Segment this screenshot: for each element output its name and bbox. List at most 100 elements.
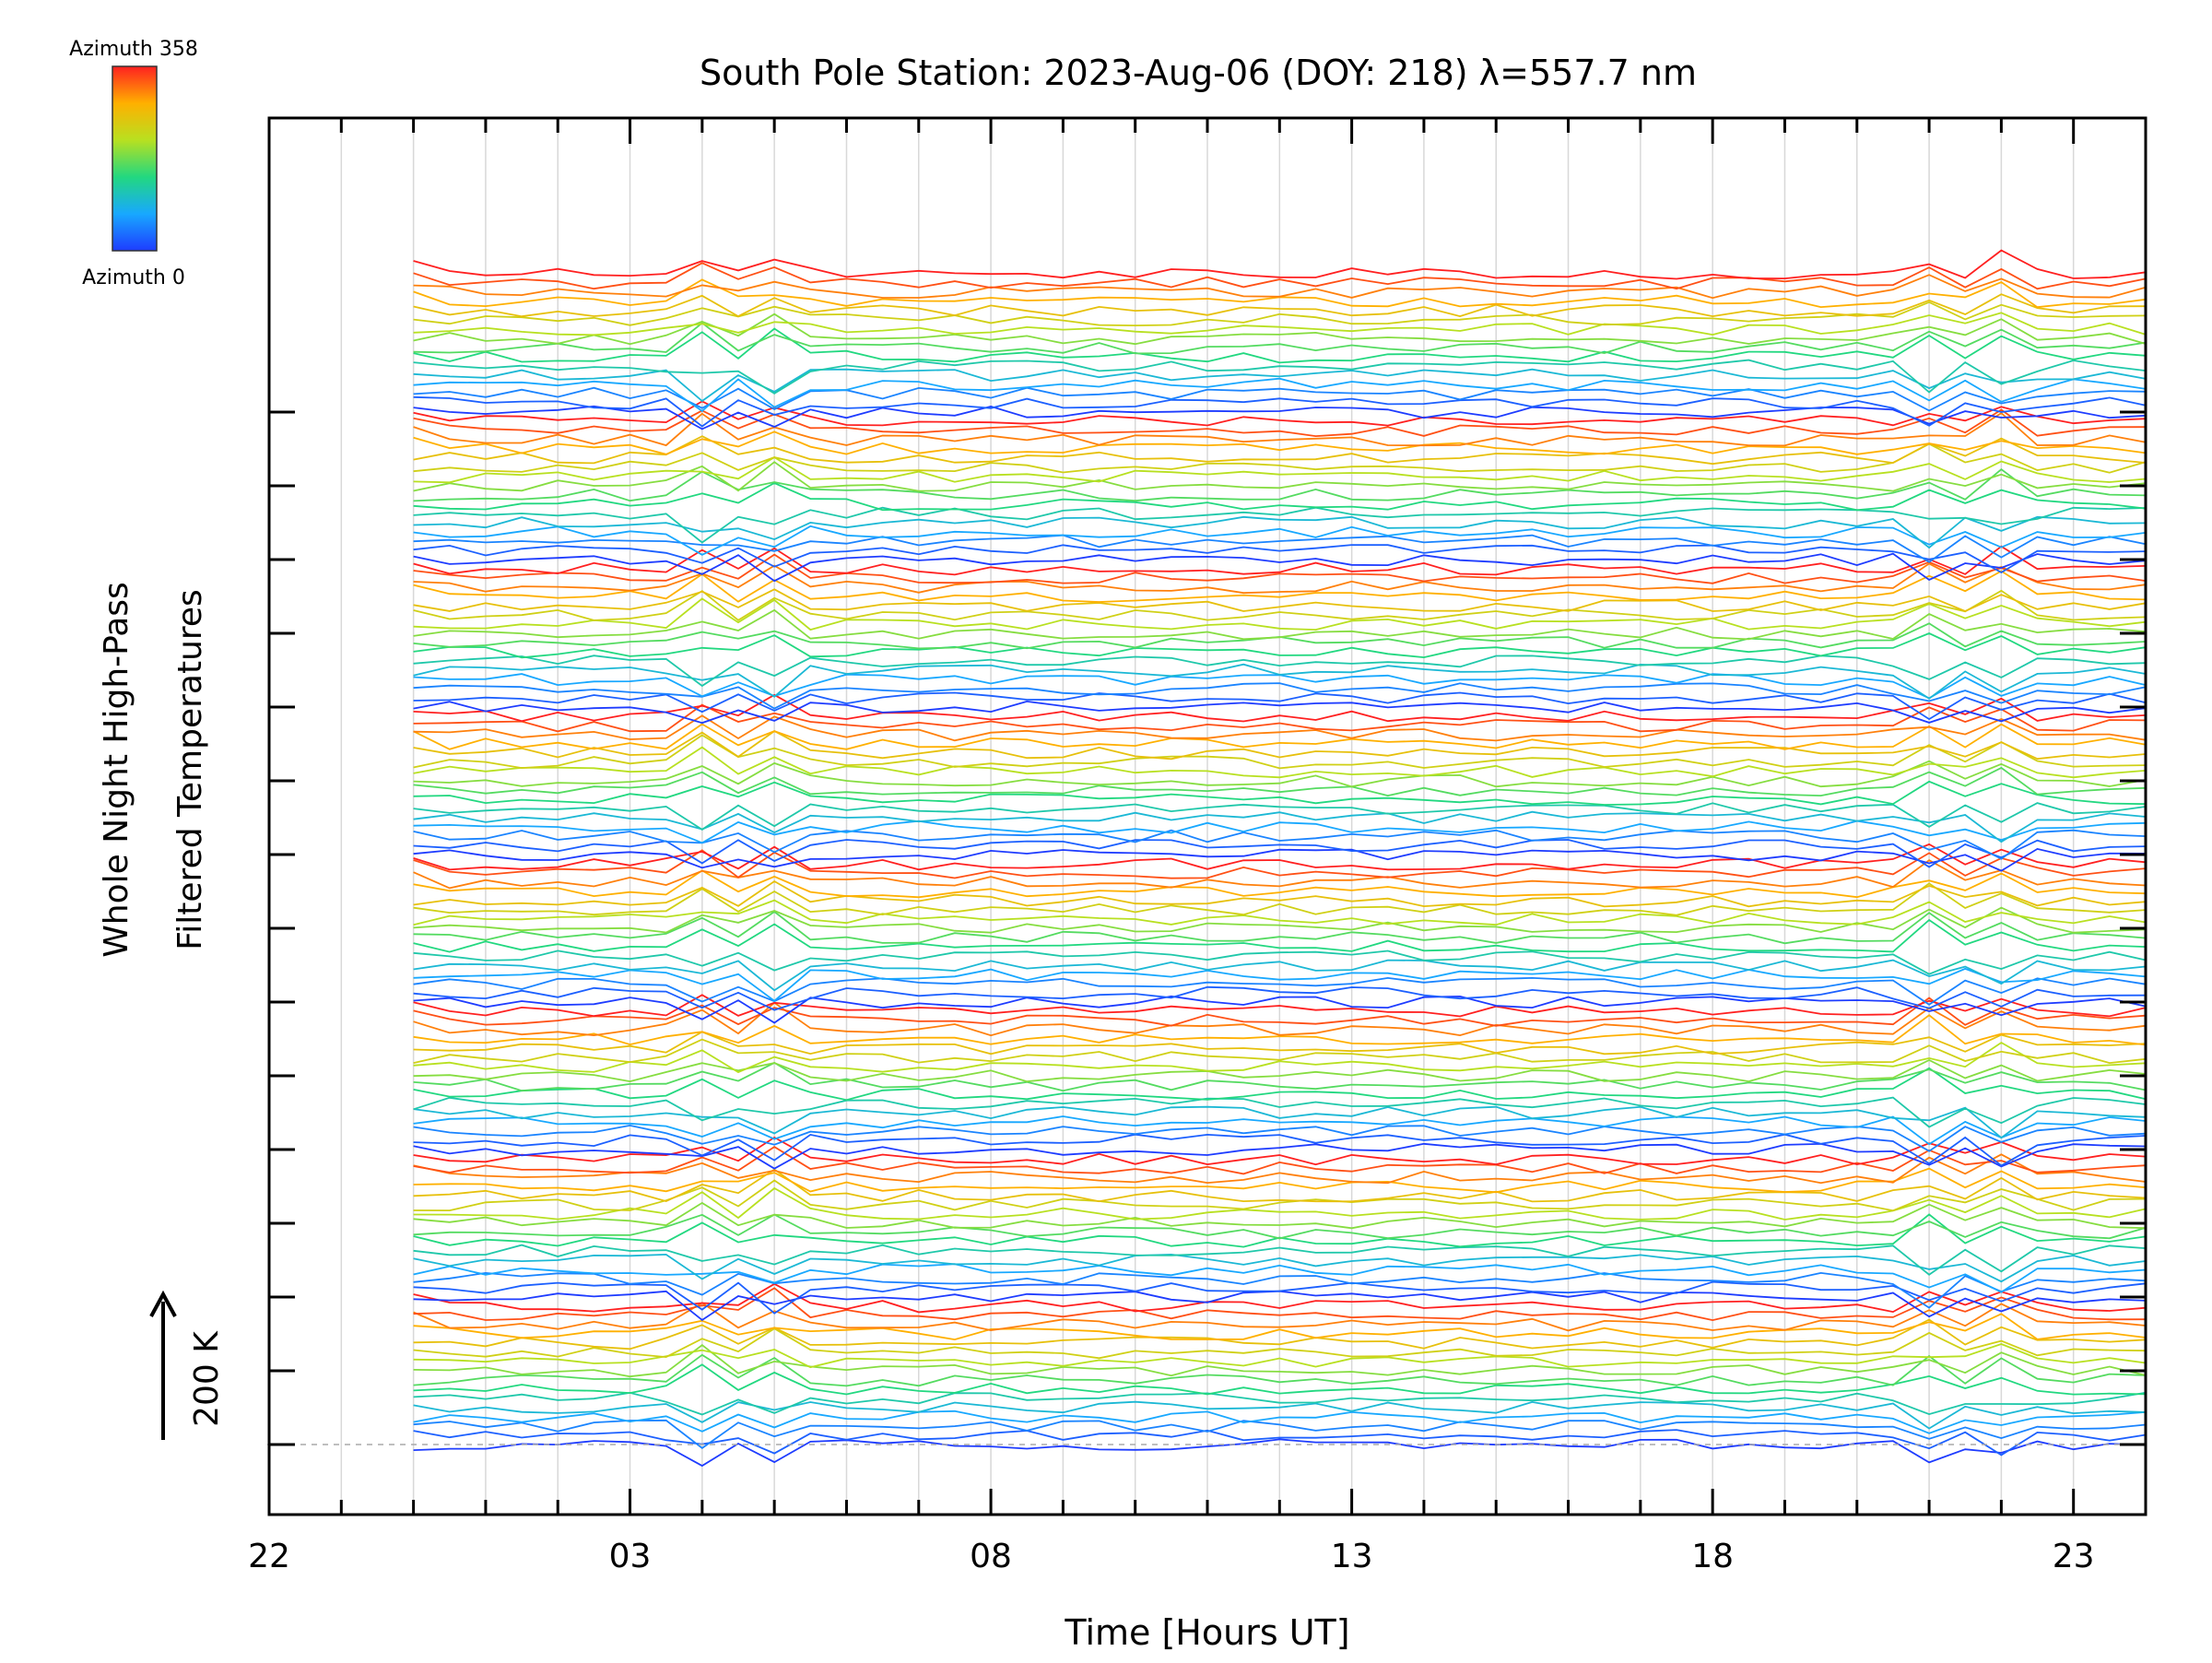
temperature-trace (413, 847, 2147, 872)
temperature-trace (413, 525, 2147, 556)
temperature-trace (413, 1280, 2147, 1315)
temperature-trace (413, 766, 2147, 797)
vertical-gridlines (340, 118, 2075, 1515)
x-tick-label: 08 (970, 1538, 1012, 1575)
y-axis-label: Whole Night High-Pass Filtered Temperatu… (98, 582, 209, 958)
temperature-trace (413, 734, 2147, 770)
legend-colorbar (112, 65, 158, 252)
temperature-trace (413, 1167, 2147, 1194)
temperature-trace (413, 262, 2147, 290)
temperature-trace (413, 949, 2147, 975)
temperature-trace (413, 995, 2147, 1024)
temperature-trace (413, 1067, 2147, 1102)
temperature-trace (413, 1041, 2147, 1074)
temperature-trace (413, 1253, 2147, 1283)
temperature-trace (413, 1343, 2147, 1378)
temperature-trace (413, 405, 2147, 430)
temperature-trace (413, 430, 2147, 455)
scale-indicator: 200 K (149, 1290, 226, 1440)
temperature-trace (413, 910, 2147, 945)
scale-arrow-icon (149, 1290, 177, 1317)
temperature-trace (413, 515, 2147, 549)
x-tick-label: 18 (1691, 1538, 1734, 1575)
legend-bottom-label: Azimuth 0 (82, 266, 185, 289)
legend-top-label: Azimuth 358 (69, 38, 198, 61)
temperature-trace (413, 714, 2147, 742)
temperature-trace (413, 723, 2147, 750)
temperature-trace (413, 1115, 2147, 1146)
temperature-trace (413, 1391, 2147, 1416)
temperature-trace (413, 997, 2147, 1027)
temperature-trace (413, 313, 2147, 346)
temperature-trace (413, 327, 2147, 364)
x-axis-label: Time [Hours UT] (1064, 1612, 1349, 1653)
temperature-trace (413, 1353, 2147, 1387)
scale-label: 200 K (188, 1330, 226, 1427)
temperature-trace (413, 1153, 2147, 1185)
temperature-trace (413, 843, 2147, 871)
temperature-trace (413, 249, 2147, 280)
temperature-trace (413, 1244, 2147, 1276)
x-tick-label: 13 (1331, 1538, 1373, 1575)
temperature-trace (413, 691, 2147, 721)
temperature-trace (413, 411, 2147, 447)
axis-ticks: 22 03 08 13 18 23 (248, 118, 2147, 1575)
temperature-trace (413, 918, 2147, 953)
temperature-trace (413, 1105, 2147, 1139)
temperature-trace (413, 1213, 2147, 1240)
temperature-trace (413, 849, 2147, 879)
chart-title: South Pole Station: 2023-Aug-06 (DOY: 21… (700, 53, 1697, 93)
temperature-trace (413, 368, 2147, 403)
temperature-trace (413, 552, 2147, 583)
temperature-trace (413, 899, 2147, 926)
temperature-trace (413, 553, 2147, 584)
temperature-trace (413, 1168, 2147, 1203)
x-tick-label: 03 (609, 1538, 652, 1575)
temperature-trace (413, 976, 2147, 1006)
temperature-trace (413, 985, 2147, 1011)
temperature-trace (413, 301, 2147, 327)
temperature-trace (413, 655, 2147, 688)
temperature-trace (413, 1419, 2147, 1450)
temperature-trace (413, 435, 2147, 466)
temperature-trace (413, 274, 2147, 300)
temperature-trace (413, 377, 2147, 413)
temperature-trace (413, 693, 2147, 723)
temperature-trace (413, 359, 2147, 395)
temperature-trace (413, 1058, 2147, 1083)
temperature-trace (413, 1282, 2147, 1314)
temperature-trace (413, 1136, 2147, 1166)
temperature-trace (413, 1146, 2147, 1175)
temperature-trace (413, 1327, 2147, 1360)
temperature-trace (413, 959, 2147, 992)
temperature-trace (413, 1014, 2147, 1046)
temperature-trace (413, 994, 2147, 1018)
temperature-trace (413, 608, 2147, 641)
temperature-traces (413, 249, 2147, 1468)
temperature-trace (413, 395, 2147, 428)
temperature-trace (413, 456, 2147, 484)
temperature-trace (413, 802, 2147, 831)
temperature-trace (413, 1001, 2147, 1037)
temperature-trace (413, 1201, 2147, 1230)
temperature-trace (413, 703, 2147, 733)
temperature-trace (413, 967, 2147, 1002)
temperature-trace (413, 1438, 2147, 1468)
temperature-trace (413, 1263, 2147, 1293)
colorbar-legend: Azimuth 358 Azimuth 0 (69, 38, 198, 289)
temperature-trace (413, 1400, 2147, 1430)
x-tick-label: 23 (2053, 1538, 2095, 1575)
temperature-trace (413, 442, 2147, 474)
temperature-trace (413, 859, 2147, 890)
temperature-trace (413, 534, 2147, 563)
temperature-trace (413, 481, 2147, 512)
temperature-trace (413, 1096, 2147, 1128)
temperature-trace (413, 1038, 2147, 1065)
temperature-trace (413, 1271, 2147, 1309)
temperature-trace (413, 1186, 2147, 1221)
temperature-trace (413, 544, 2147, 574)
temperature-trace (413, 700, 2147, 725)
temperature-trace (413, 597, 2147, 631)
y-axis-label-line2: Filtered Temperatures (171, 589, 209, 950)
